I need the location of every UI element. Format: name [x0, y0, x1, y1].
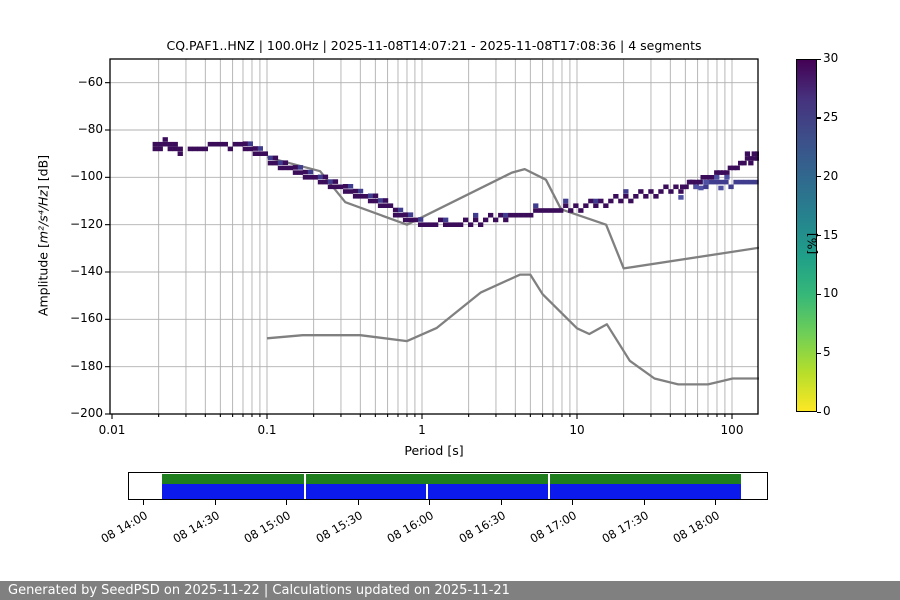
- timeline-psd-segment-blue: [161, 483, 304, 499]
- timeline-tick-label: 08 18:00: [670, 508, 722, 546]
- timeline-tick-label: 08 16:00: [384, 508, 436, 546]
- y-axis-label-prefix: Amplitude [: [35, 243, 51, 317]
- timeline-tick: [357, 500, 359, 505]
- colorbar-axis-label: [%]: [804, 232, 820, 255]
- nlnm-curve: [266, 273, 759, 386]
- x-tick-label: 1: [418, 423, 426, 437]
- axis-ticks: [105, 82, 733, 419]
- y-tick-label: −140: [70, 264, 103, 278]
- ppsd-plot-canvas: [105, 58, 759, 419]
- colorbar-tick: [817, 352, 821, 354]
- y-axis-label: Amplitude [m²/s⁴/Hz] [dB]: [36, 131, 51, 341]
- timeline-tick-label: 08 15:30: [312, 508, 365, 546]
- plot-title: CQ.PAF1..HNZ | 100.0Hz | 2025-11-08T14:0…: [166, 38, 702, 53]
- timeline-tick-label: 08 14:30: [169, 508, 222, 546]
- colorbar-tick-label: 10: [823, 286, 839, 301]
- timeline-data-segment-green: [161, 473, 304, 484]
- colorbar-tick: [817, 293, 821, 296]
- y-tick-label: −120: [70, 216, 103, 231]
- timeline-tick-label: 08 15:00: [241, 508, 293, 546]
- y-tick-label: −160: [70, 311, 103, 326]
- y-tick-label: −60: [77, 74, 103, 89]
- colorbar-tick-label: 30: [823, 51, 839, 65]
- timeline-tick: [572, 500, 574, 505]
- timeline-tick-label: 08 17:30: [598, 508, 651, 546]
- x-tick-label: 0.01: [98, 423, 126, 437]
- footer-text: Generated by SeedPSD on 2025-11-22 | Cal…: [8, 583, 510, 598]
- y-tick-label: −100: [70, 169, 103, 184]
- y-tick-label: −200: [70, 406, 103, 420]
- x-tick-label: 100: [720, 423, 744, 437]
- ppsd-histogram-cells: [152, 137, 759, 227]
- colorbar-tick-label: 5: [823, 345, 831, 360]
- timeline-tick-label: 08 16:30: [455, 508, 508, 546]
- timeline-tick: [214, 500, 216, 505]
- x-tick-label: 10: [569, 423, 585, 437]
- colorbar-tick: [817, 235, 821, 237]
- timeline-tick: [286, 500, 288, 505]
- colorbar-tick: [817, 411, 821, 413]
- timeline-data-segment-green: [306, 473, 548, 484]
- colorbar-tick-label: 15: [823, 227, 839, 242]
- gridlines: [110, 59, 758, 414]
- timeline-psd-segment-blue: [428, 483, 548, 499]
- y-tick-label: −180: [70, 358, 103, 373]
- colorbar-tick-label: 25: [823, 109, 839, 124]
- x-axis-label: Period [s]: [404, 443, 464, 458]
- timeline-psd-segment-blue: [550, 483, 741, 499]
- x-tick-label: 0.1: [257, 423, 277, 437]
- peterson-noise-model-curves: [266, 156, 759, 386]
- plot-border: [109, 58, 759, 415]
- timeline-data-segment-green: [550, 473, 741, 484]
- timeline-tick: [429, 500, 431, 505]
- colorbar-tick: [817, 117, 821, 119]
- colorbar-tick: [817, 58, 821, 60]
- timeline-tick-label: 08 14:00: [98, 508, 150, 546]
- timeline-tick: [643, 500, 645, 505]
- colorbar-tick-label: 0: [823, 404, 831, 418]
- colorbar-tick: [817, 176, 821, 178]
- timeline-psd-segment-blue: [306, 483, 426, 499]
- timeline-tick: [143, 500, 145, 505]
- colorbar: [796, 59, 817, 412]
- timeline-tick: [715, 500, 717, 505]
- nhnm-curve: [266, 156, 759, 270]
- y-tick-label: −80: [77, 122, 103, 136]
- colorbar-tick-label: 20: [823, 168, 839, 183]
- timeline-tick: [500, 500, 502, 505]
- footer-bar: Generated by SeedPSD on 2025-11-22 | Cal…: [0, 581, 900, 600]
- timeline-tick-label: 08 17:00: [527, 508, 579, 546]
